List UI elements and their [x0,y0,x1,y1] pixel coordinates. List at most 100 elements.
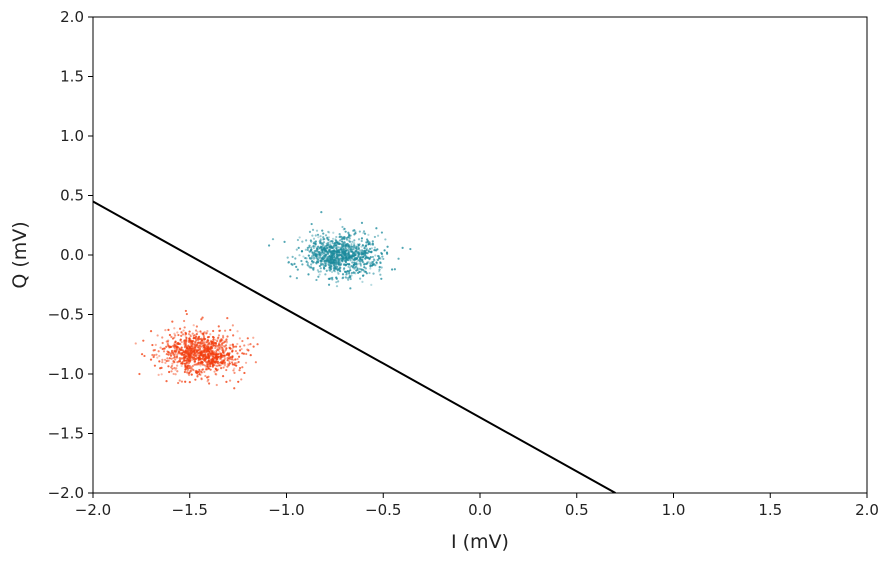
data-point-series-2 [214,344,217,347]
y-tick-label: 2.0 [60,8,84,26]
data-point-series-2 [165,380,168,383]
data-point-series-1 [321,251,324,254]
data-point-series-1 [379,273,382,276]
data-point-series-2 [234,358,237,361]
data-point-series-1 [336,242,339,246]
data-point-series-2 [163,358,167,361]
data-point-series-1 [336,257,339,260]
data-point-series-1 [330,251,333,255]
decision-line-layer [93,200,616,493]
data-point-series-2 [177,342,180,346]
data-point-series-2 [194,378,197,381]
data-point-series-2 [198,356,201,360]
data-point-series-2 [166,350,169,353]
data-point-series-1 [308,265,311,268]
data-point-series-2 [205,331,209,335]
data-point-series-1 [311,251,314,254]
data-point-series-1 [365,238,369,241]
data-point-series-1 [311,234,314,237]
data-point-series-2 [231,324,234,327]
data-point-series-1 [374,254,377,257]
data-point-series-1 [337,259,340,262]
data-point-series-1 [343,267,346,270]
data-point-series-2 [213,341,217,345]
data-point-series-2 [228,379,232,382]
data-point-series-1 [322,232,325,235]
data-point-series-1 [375,261,378,264]
data-point-series-1 [339,266,342,269]
data-point-series-2 [206,365,209,368]
data-point-series-2 [143,354,146,358]
data-point-series-2 [208,382,211,385]
data-point-series-1 [320,259,323,262]
data-point-series-1 [349,248,352,251]
data-point-series-1 [363,249,366,252]
data-point-series-1 [366,262,369,265]
x-tick-label: 0.0 [468,501,492,519]
data-point-series-2 [224,348,227,352]
data-point-series-1 [342,263,346,267]
data-point-series-2 [191,365,194,368]
data-point-series-1 [339,270,342,273]
data-point-series-1 [349,287,352,290]
data-point-series-1 [363,266,366,269]
data-point-series-1 [319,260,323,264]
data-point-series-2 [211,351,214,354]
data-point-series-2 [173,332,176,335]
data-point-series-2 [179,339,182,342]
data-point-series-2 [245,352,248,356]
data-point-series-2 [225,380,228,383]
data-point-series-2 [200,337,203,340]
data-point-series-1 [344,276,347,279]
data-point-series-1 [348,272,351,275]
data-point-series-1 [363,247,366,250]
data-point-series-2 [189,335,192,338]
data-point-series-1 [334,238,337,241]
data-point-series-2 [188,349,191,352]
data-point-series-1 [355,249,358,253]
data-point-series-2 [186,352,189,355]
data-point-series-2 [185,361,189,364]
data-point-series-1 [295,248,298,251]
data-point-series-2 [199,364,202,367]
data-point-series-1 [352,271,355,274]
data-point-series-1 [335,276,338,279]
data-point-series-2 [196,375,199,378]
data-point-series-2 [223,352,226,355]
data-point-series-1 [331,240,334,243]
data-point-series-1 [397,257,400,260]
data-point-series-1 [352,248,355,251]
data-point-series-2 [189,369,192,372]
x-tick-label: 2.0 [855,501,879,519]
data-point-series-1 [347,231,350,234]
data-point-series-2 [172,353,175,356]
data-point-series-2 [206,361,210,364]
data-point-series-1 [298,236,301,239]
data-point-series-1 [324,249,327,252]
data-point-series-2 [256,343,259,346]
data-point-series-2 [156,334,159,337]
data-point-series-1 [332,248,336,251]
data-point-series-2 [216,361,219,364]
data-point-series-2 [225,341,228,344]
data-point-series-1 [283,240,286,244]
data-point-series-2 [214,361,217,364]
data-point-series-2 [201,342,204,345]
data-point-series-2 [232,345,235,348]
data-point-series-1 [361,280,364,283]
data-point-series-2 [220,359,224,362]
data-point-series-2 [177,381,180,385]
data-point-series-1 [332,250,335,253]
data-point-series-2 [238,345,242,348]
data-point-series-2 [158,360,161,363]
data-point-series-2 [207,343,210,346]
data-point-series-2 [238,349,242,352]
data-point-series-2 [231,347,234,350]
data-point-series-1 [380,252,384,255]
data-point-series-1 [308,250,311,253]
data-point-series-2 [176,364,179,367]
data-point-series-1 [363,263,366,266]
data-point-series-1 [312,245,315,248]
data-point-series-2 [203,330,206,334]
data-point-series-2 [230,358,233,361]
